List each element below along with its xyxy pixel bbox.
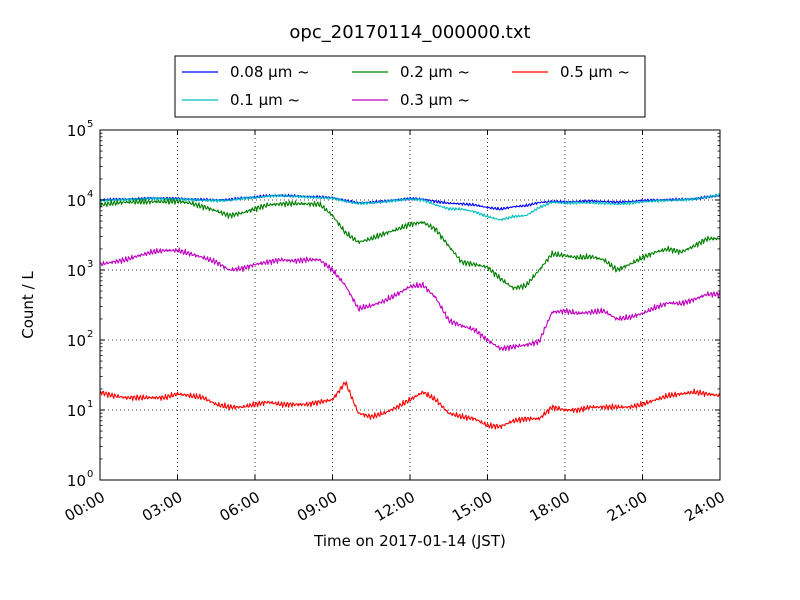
legend-label-4: 0.5 μm ~ <box>560 63 630 81</box>
series-line-0 <box>100 193 720 211</box>
series-line-4 <box>100 381 720 430</box>
plot-background <box>100 130 720 480</box>
y-tick-exponent: 3 <box>87 259 93 270</box>
y-tick-label: 10 <box>67 402 86 420</box>
legend: 0.08 μm ~ 0.1 μm ~ 0.2 μm ~ 0.3 μm ~ 0.5 μm … <box>174 55 646 118</box>
y-tick-exponent: 2 <box>87 329 93 340</box>
y-tick-label: 10 <box>67 472 86 490</box>
legend-label-0: 0.08 μm ~ <box>230 63 310 81</box>
y-tick-label: 10 <box>67 332 86 350</box>
y-tick-exponent: 1 <box>87 399 93 410</box>
chart-title: opc_20170114_000000.txt <box>289 22 530 43</box>
series-line-3 <box>100 247 720 352</box>
y-tick-exponent: 0 <box>87 469 93 480</box>
legend-label-3: 0.3 μm ~ <box>400 91 470 109</box>
series-group <box>100 193 720 430</box>
series-line-1 <box>100 193 720 222</box>
legend-label-2: 0.2 μm ~ <box>400 63 470 81</box>
legend-label-1: 0.1 μm ~ <box>230 91 300 109</box>
series-line-2 <box>100 198 720 291</box>
y-tick-label: 10 <box>67 122 86 140</box>
y-tick-exponent: 4 <box>87 189 93 200</box>
y-tick-label: 10 <box>67 192 86 210</box>
y-axis-label: Count / L <box>19 271 37 339</box>
y-tick-exponent: 5 <box>87 119 93 130</box>
legend-box <box>174 55 646 118</box>
x-axis-label: Time on 2017-01-14 (JST) <box>313 532 506 550</box>
plot-area: 00:00 03:00 06:00 09:00 12:00 15:00 18:00 21:00… <box>62 119 728 525</box>
y-tick-label: 10 <box>67 262 86 280</box>
